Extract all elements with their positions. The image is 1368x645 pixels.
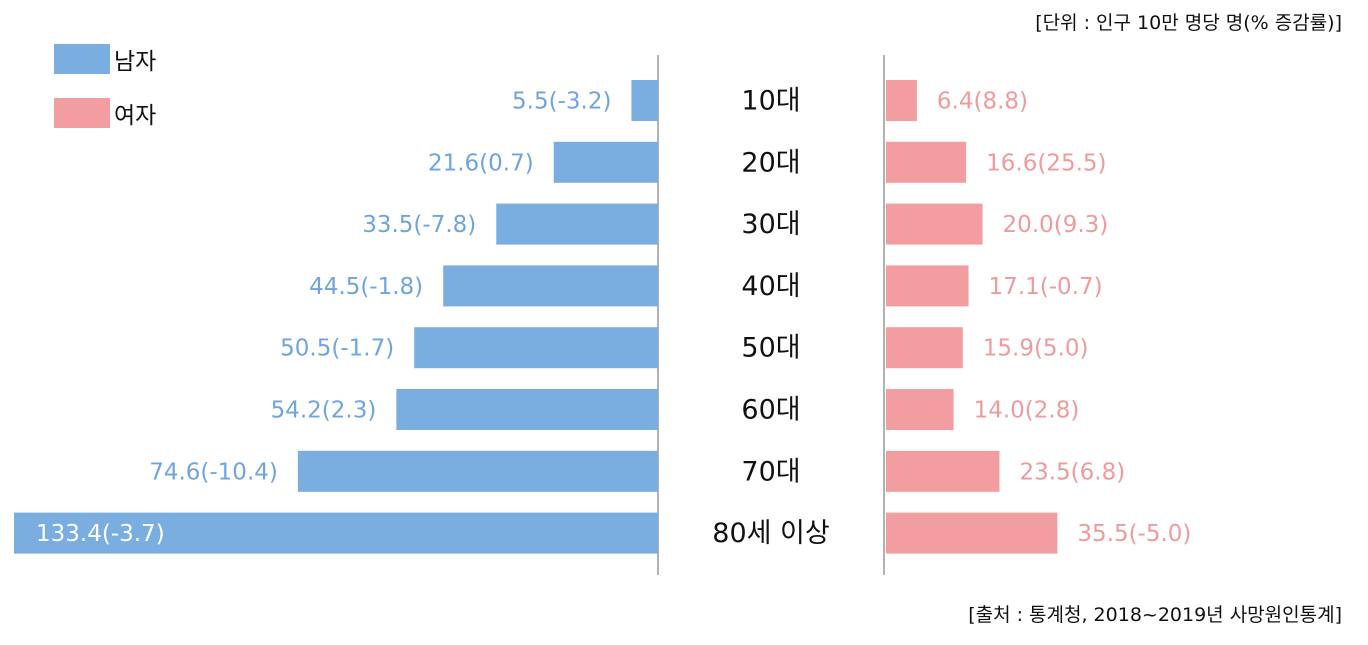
data-label-female: 16.6(25.5)	[986, 150, 1106, 176]
source-note: [출처 : 통계청, 2018~2019년 사망원인통계]	[968, 604, 1342, 626]
data-label-female: 35.5(-5.0)	[1077, 521, 1191, 547]
data-label-male: 5.5(-3.2)	[512, 89, 611, 115]
data-label-female: 20.0(9.3)	[1003, 212, 1109, 238]
data-label-female: 15.9(5.0)	[983, 336, 1089, 362]
data-label-male: 133.4(-3.7)	[36, 521, 165, 547]
data-label-male: 33.5(-7.8)	[362, 212, 476, 238]
legend: 남자 여자	[54, 44, 156, 152]
unit-note: [단위 : 인구 10만 명당 명(% 증감률)]	[1035, 12, 1342, 34]
bar-male	[396, 389, 658, 430]
data-label-female: 23.5(6.8)	[1019, 459, 1125, 485]
bar-female	[886, 265, 969, 307]
bar-male	[496, 203, 658, 245]
bar-female	[886, 203, 983, 245]
category-label: 40대	[741, 271, 800, 302]
data-label-male: 74.6(-10.4)	[149, 459, 278, 485]
data-label-male: 50.5(-1.7)	[280, 336, 394, 362]
data-label-female: 6.4(8.8)	[937, 89, 1028, 115]
bar-female	[886, 450, 1000, 492]
data-label-male: 44.5(-1.8)	[309, 274, 423, 300]
bar-female	[886, 327, 963, 369]
bar-female	[886, 512, 1058, 554]
legend-swatch-male	[54, 44, 110, 74]
category-label: 80세 이상	[712, 518, 829, 549]
legend-item-female: 여자	[54, 98, 157, 129]
bar-male	[553, 141, 658, 183]
data-label-male: 54.2(2.3)	[271, 398, 377, 424]
bar-male	[414, 327, 658, 369]
data-label-male: 21.6(0.7)	[428, 150, 534, 176]
category-label: 50대	[741, 333, 800, 364]
bar-male	[631, 80, 658, 121]
legend-label-female: 여자	[114, 103, 157, 129]
category-label: 10대	[741, 86, 800, 117]
category-label: 60대	[741, 395, 800, 426]
legend-label-male: 남자	[114, 49, 157, 75]
category-label: 70대	[741, 456, 800, 487]
legend-swatch-female	[54, 98, 110, 128]
bar-female	[886, 141, 967, 183]
category-label: 20대	[741, 147, 800, 178]
bar-male	[14, 512, 658, 554]
bar-female	[886, 80, 917, 121]
data-label-female: 14.0(2.8)	[974, 398, 1080, 424]
category-label: 30대	[741, 209, 800, 240]
bar-male	[443, 265, 658, 307]
data-label-female: 17.1(-0.7)	[989, 274, 1103, 300]
legend-item-male: 남자	[54, 44, 157, 75]
bar-female	[886, 389, 954, 430]
bar-male	[297, 450, 658, 492]
